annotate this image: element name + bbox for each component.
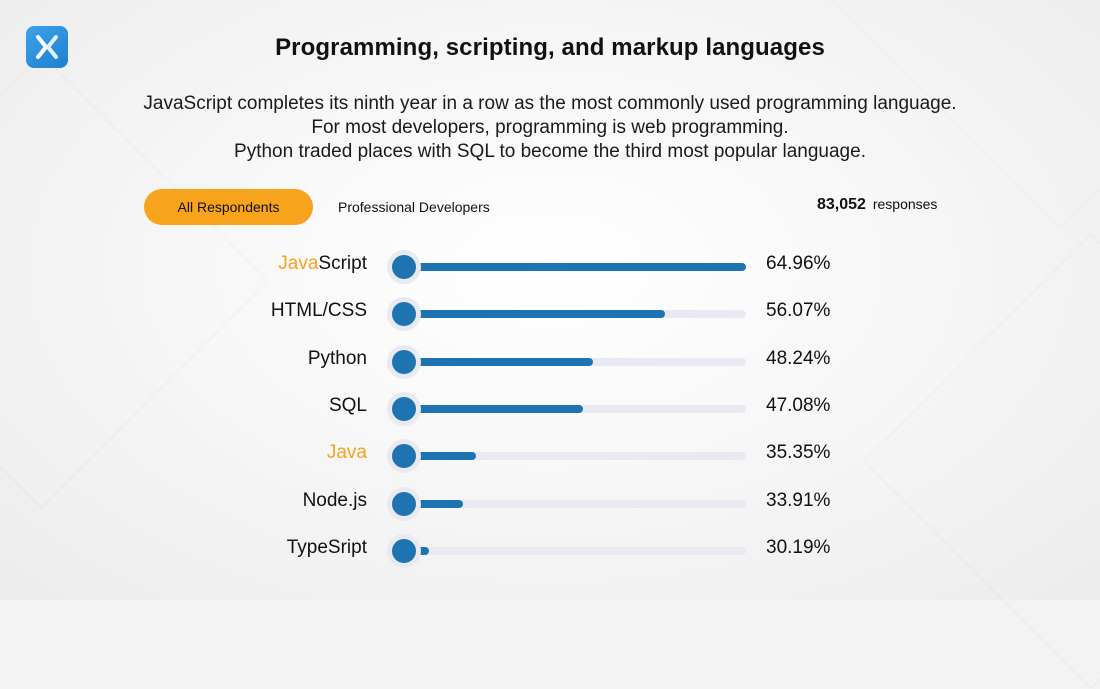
bar-category-label: JavaScript (278, 253, 367, 275)
bar-row: JavaScript 64.96% (0, 245, 1100, 285)
x-logo-icon (36, 35, 58, 59)
bar-category-label: HTML/CSS (271, 300, 367, 322)
label-part: SQL (328, 394, 367, 416)
bar-fill (404, 263, 746, 271)
bar-track (404, 357, 746, 366)
bar-value-label: 35.35% (766, 442, 831, 464)
bar-row: Java 35.35% (0, 434, 1100, 474)
bar-fill (404, 404, 583, 413)
bar-value-label: 30.19% (766, 536, 831, 558)
bar-value-label: 64.96% (766, 253, 831, 274)
bar-knob (392, 255, 416, 279)
bar-knob (392, 396, 416, 421)
tab-professional-developers[interactable]: Professional Developers (338, 199, 490, 215)
bar-track (404, 452, 746, 461)
bar-row: Python 48.24% (0, 340, 1100, 380)
label-part: Node.js (302, 489, 367, 511)
bar-category-label: Node.js (303, 490, 367, 512)
bar-value-label: 48.24% (766, 347, 831, 369)
label-highlight: Java (278, 253, 319, 274)
bar-knob (392, 538, 416, 563)
page-subtitle: JavaScript completes its ninth year in a… (0, 92, 1100, 164)
label-highlight: Java (326, 442, 367, 464)
bar-row: SQL 47.08% (0, 387, 1100, 427)
infographic: Programming, scripting, and markup langu… (0, 26, 1100, 569)
responses-number: 83,052 (817, 196, 866, 213)
language-usage-chart: JavaScript 64.96% HTML/CSS 56.07% Python 48.2… (0, 245, 1100, 569)
bar-value-label: 56.07% (766, 300, 831, 322)
label-part: Script (318, 253, 367, 274)
bar-category-label: Python (308, 348, 367, 370)
label-part: TypeSript (286, 536, 367, 558)
responses-label: responses (872, 196, 938, 212)
bar-fill (404, 499, 463, 508)
bar-category-label: SQL (329, 395, 367, 417)
bar-value-label: 47.08% (766, 394, 831, 416)
subtitle-line: Python traded places with SQL to become … (234, 141, 866, 162)
subtitle-line: For most developers, programming is web … (311, 117, 789, 138)
bar-fill (404, 452, 476, 461)
bar-track (404, 499, 746, 508)
bar-knob (392, 491, 416, 516)
label-part: Python (307, 347, 367, 369)
bar-track (404, 263, 746, 271)
tab-all-respondents[interactable]: All Respondents (144, 189, 313, 225)
bar-category-label: TypeSript (287, 537, 367, 559)
bar-fill (404, 310, 665, 319)
bar-fill (404, 357, 593, 366)
bar-row: HTML/CSS 56.07% (0, 292, 1100, 332)
bar-value-label: 33.91% (766, 489, 831, 511)
bar-knob (392, 349, 416, 374)
bar-row: Node.js 33.91% (0, 482, 1100, 522)
brand-logo (26, 26, 68, 68)
page-title: Programming, scripting, and markup langu… (275, 34, 825, 61)
bar-track (404, 404, 746, 413)
bar-knob (392, 302, 416, 327)
bar-category-label: Java (327, 442, 367, 464)
responses-count: 83,052 responses (817, 196, 937, 214)
label-part: HTML/CSS (270, 300, 367, 322)
bar-track (404, 310, 746, 319)
bar-row: TypeSript 30.19% (0, 529, 1100, 569)
bar-knob (392, 444, 416, 469)
subtitle-line: JavaScript completes its ninth year in a… (143, 93, 957, 114)
bar-track (404, 546, 746, 555)
